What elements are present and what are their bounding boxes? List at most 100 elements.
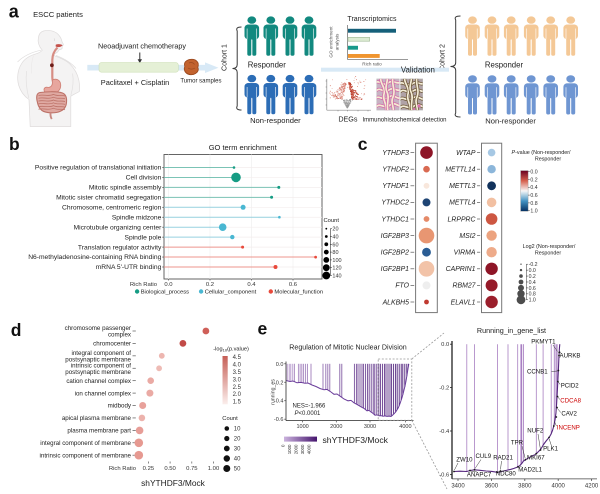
svg-text:DEGs: DEGs [338, 114, 358, 123]
svg-text:Molecular_function: Molecular_function [274, 290, 323, 296]
svg-text:Responder: Responder [485, 61, 524, 70]
svg-text:Responder: Responder [535, 157, 562, 163]
svg-text:10: 10 [234, 427, 241, 433]
svg-text:3.0: 3.0 [233, 377, 242, 383]
svg-text:Responder: Responder [248, 61, 287, 70]
svg-text:3800: 3800 [518, 484, 532, 490]
svg-text:N6-methyladenosine-containing: N6-methyladenosine-containing RNA bindin… [28, 254, 161, 261]
svg-text:1000: 1000 [287, 444, 292, 454]
svg-text:2.5: 2.5 [233, 385, 242, 391]
svg-text:YTHDC1: YTHDC1 [381, 216, 409, 223]
svg-text:Non-responder: Non-responder [485, 116, 536, 125]
svg-text:0.2: 0.2 [530, 177, 537, 183]
svg-text:TPR: TPR [511, 440, 524, 447]
svg-text:METTL3: METTL3 [449, 183, 476, 190]
svg-text:3000: 3000 [300, 444, 305, 454]
svg-text:0.75: 0.75 [186, 466, 198, 472]
svg-text:0.0: 0.0 [164, 282, 173, 288]
svg-text:Positive regulation of transla: Positive regulation of translational ini… [35, 165, 162, 172]
svg-text:30: 30 [234, 447, 241, 453]
svg-text:-0.2: -0.2 [274, 380, 283, 386]
svg-text:Spindle midzone: Spindle midzone [112, 214, 162, 221]
svg-text:Microtubule organizing center: Microtubule organizing center [74, 224, 163, 231]
svg-text:1000: 1000 [296, 424, 308, 430]
svg-text:CAV2: CAV2 [561, 411, 577, 418]
svg-text:ELAVL1: ELAVL1 [451, 299, 476, 306]
svg-text:d: d [11, 320, 22, 340]
svg-text:0: 0 [280, 444, 285, 447]
svg-text:Spindle pole: Spindle pole [124, 234, 161, 241]
svg-text:mRNA 5'-UTR binding: mRNA 5'-UTR binding [96, 264, 162, 271]
svg-text:YTHDF2: YTHDF2 [382, 167, 409, 174]
svg-text:-0.6: -0.6 [274, 417, 283, 423]
svg-text:chromosome passenger: chromosome passenger [65, 325, 131, 332]
svg-text:3400: 3400 [451, 484, 465, 490]
svg-text:Count: Count [324, 218, 340, 224]
svg-text:ESCC patients: ESCC patients [33, 10, 83, 19]
svg-text:shYTHDF3/Mock: shYTHDF3/Mock [323, 435, 389, 445]
svg-text:20: 20 [332, 227, 338, 233]
svg-text:40: 40 [234, 457, 241, 463]
svg-text:4.0: 4.0 [233, 362, 242, 368]
svg-text:postsynaptic membrane: postsynaptic membrane [65, 356, 131, 363]
svg-text:ANAPC7: ANAPC7 [467, 472, 492, 479]
svg-text:CCNB1: CCNB1 [527, 369, 548, 376]
svg-text:0.8: 0.8 [530, 201, 537, 207]
svg-text:Mitotic sister chromatid segre: Mitotic sister chromatid segregation [56, 195, 161, 202]
svg-text:4000: 4000 [306, 444, 311, 454]
svg-text:NES=-1.966: NES=-1.966 [293, 403, 327, 409]
svg-text:Count: Count [222, 416, 238, 422]
svg-text:-0.4: -0.4 [274, 399, 283, 405]
svg-text:60: 60 [332, 242, 338, 248]
svg-text:80: 80 [332, 250, 338, 256]
svg-text:-0.2: -0.2 [439, 386, 449, 392]
svg-text:Paclitaxel + Cisplatin: Paclitaxel + Cisplatin [101, 78, 169, 87]
svg-text:Mitotic spindle assembly: Mitotic spindle assembly [89, 185, 162, 192]
svg-text:Cohort 2: Cohort 2 [440, 44, 447, 71]
svg-text:0.0: 0.0 [529, 268, 536, 274]
svg-text:complex: complex [108, 332, 132, 339]
svg-text:Cohort 1: Cohort 1 [222, 44, 229, 71]
svg-text:2.0: 2.0 [233, 392, 242, 398]
svg-text:0.4: 0.4 [529, 280, 536, 286]
svg-text:0.0: 0.0 [276, 362, 284, 368]
svg-text:4.5: 4.5 [233, 355, 242, 361]
svg-text:Rich Ratio: Rich Ratio [109, 466, 137, 472]
svg-text:ALKBH5: ALKBH5 [382, 299, 410, 306]
svg-text:chromocenter: chromocenter [93, 341, 131, 348]
svg-text:intrinsic component of: intrinsic component of [71, 363, 131, 370]
svg-text:analysis: analysis [335, 33, 340, 50]
svg-text:-0.2: -0.2 [529, 262, 538, 268]
svg-text:P<0.0001: P<0.0001 [295, 411, 322, 417]
svg-text:CDCA8: CDCA8 [560, 398, 581, 405]
svg-text:40: 40 [332, 235, 338, 241]
svg-text:integral component of membrane: integral component of membrane [40, 440, 131, 447]
svg-text:FTO: FTO [395, 283, 409, 290]
svg-text:4000: 4000 [399, 424, 411, 430]
svg-text:YTHDC2: YTHDC2 [381, 200, 409, 207]
svg-text:2000: 2000 [330, 424, 342, 430]
svg-text:Non-responder: Non-responder [250, 116, 301, 125]
svg-text:IGF2BP1: IGF2BP1 [381, 266, 410, 273]
svg-text:a: a [9, 2, 20, 22]
svg-text:METTL4: METTL4 [449, 200, 476, 207]
svg-text:-log10(p.value): -log10(p.value) [213, 347, 249, 353]
svg-text:ZW10: ZW10 [456, 457, 473, 464]
svg-text:0.2: 0.2 [529, 274, 536, 280]
svg-text:0.6: 0.6 [529, 286, 536, 292]
svg-text:PKMYT1: PKMYT1 [531, 339, 556, 346]
svg-text:b: b [9, 134, 20, 154]
svg-text:PCID2: PCID2 [561, 383, 580, 390]
svg-text:0.4: 0.4 [530, 185, 537, 191]
svg-text:midbody: midbody [108, 403, 132, 410]
svg-text:-0.4: -0.4 [439, 429, 450, 435]
svg-text:2000: 2000 [293, 444, 298, 454]
svg-text:AURKB: AURKB [560, 353, 581, 360]
svg-text:RBM27: RBM27 [453, 283, 477, 290]
svg-text:ion channel complex: ion channel complex [75, 390, 132, 397]
svg-text:running_es: running_es [271, 379, 277, 405]
svg-text:IGF2BP3: IGF2BP3 [381, 233, 410, 240]
svg-text:1.0: 1.0 [529, 298, 536, 304]
svg-text:postsynaptic membrane: postsynaptic membrane [65, 369, 131, 376]
svg-text:3.5: 3.5 [233, 370, 242, 376]
